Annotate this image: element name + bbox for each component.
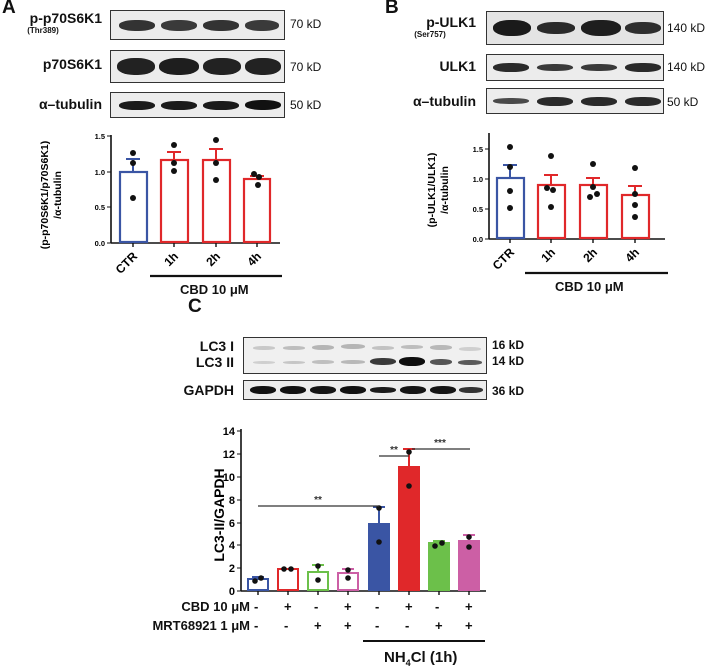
- svg-text:2h: 2h: [580, 245, 600, 265]
- svg-text:0.0: 0.0: [95, 239, 105, 248]
- svg-text:(p-ULK1/ULK1): (p-ULK1/ULK1): [426, 153, 438, 228]
- kd-label: 50 kD: [290, 98, 322, 112]
- chart-c: LC3-II/GAPDH 14 12 10 8 6 4 2 0: [211, 426, 486, 598]
- svg-text:14: 14: [223, 426, 236, 438]
- blot-p-p70s6k1: [110, 10, 285, 40]
- kd-label: 50 kD: [667, 95, 699, 109]
- chart-a-group-caption: CBD 10 μM: [180, 282, 249, 297]
- svg-text:1.0: 1.0: [473, 175, 483, 184]
- blot-alpha-tubulin: [110, 92, 285, 118]
- condition-label-mrt: MRT68921 1 μM: [152, 618, 250, 633]
- chart-a-yticks: 1.5 1.0 0.5 0.0: [95, 132, 111, 248]
- svg-text:1h: 1h: [538, 245, 558, 265]
- blot-alpha-tubulin-b: [486, 88, 664, 114]
- svg-text:2h: 2h: [203, 249, 223, 269]
- blot-label-ulk1: ULK1: [439, 58, 476, 74]
- significance-labels: ** ** ***: [314, 438, 446, 506]
- svg-text:CTR: CTR: [490, 245, 518, 273]
- blot-label-p-ulk1: p-ULK1 (Ser757): [398, 14, 476, 39]
- panel-b-letter: B: [385, 0, 399, 18]
- bar-nh4cl: [368, 523, 390, 591]
- chart-b-xticklabels: CTR 1h 2h 4h: [490, 245, 642, 273]
- svg-text:10: 10: [223, 472, 235, 484]
- svg-text:0.5: 0.5: [95, 203, 105, 212]
- svg-text:0.5: 0.5: [473, 205, 483, 214]
- svg-text:***: ***: [434, 438, 446, 449]
- svg-text:1.5: 1.5: [95, 132, 105, 141]
- chart-b-yticks: 1.5 1.0 0.5 0.0: [473, 145, 489, 244]
- kd-label: 140 kD: [667, 60, 706, 74]
- blot-label-text: p-p70S6K1: [29, 10, 102, 26]
- blot-label-p-p70s6k1: p-p70S6K1 (Thr389): [4, 10, 102, 35]
- chart-b-ylabel: (p-ULK1/ULK1) /α-tubulin: [426, 153, 451, 228]
- bar-ctr: [118, 170, 149, 244]
- blot-ulk1: [486, 54, 664, 81]
- svg-text:**: **: [390, 445, 398, 456]
- blot-lc3: [243, 337, 487, 374]
- condition-label-cbd: CBD 10 μM: [181, 599, 250, 614]
- panel-a-letter: A: [2, 0, 16, 18]
- bar-1h: [536, 183, 567, 240]
- blot-p70s6k1: [110, 50, 285, 83]
- kd-label: 14 kD: [492, 354, 525, 368]
- chart-a-ylabel: (p-p70S6K1/p70S6K1) /α-tubulin: [39, 141, 64, 250]
- blot-label-lc3-ii: LC3 II: [195, 354, 234, 370]
- svg-text:/α-tubulin: /α-tubulin: [439, 166, 451, 214]
- chart-c-ylabel: LC3-II/GAPDH: [211, 468, 227, 561]
- chart-a-xticklabels: CTR 1h 2h 4h: [113, 249, 264, 277]
- bar-2h: [201, 158, 232, 244]
- svg-text:**: **: [314, 495, 322, 506]
- svg-text:/α-tubulin: /α-tubulin: [52, 171, 64, 219]
- blot-label-gapdh: GAPDH: [183, 382, 234, 398]
- bar-nh4cl-cbd: [398, 466, 420, 591]
- svg-text:1.5: 1.5: [473, 145, 483, 154]
- nh4cl-group-line: [363, 640, 485, 642]
- kd-label: 140 kD: [667, 21, 706, 35]
- bar-ctr: [247, 578, 269, 591]
- kd-label: 36 kD: [492, 384, 525, 398]
- svg-text:12: 12: [223, 449, 235, 461]
- chart-b: (p-ULK1/ULK1) /α-tubulin 1.5 1.0 0.5 0.0…: [426, 133, 668, 275]
- svg-text:6: 6: [229, 518, 235, 530]
- nh4cl-group-caption: NH4Cl (1h): [384, 649, 458, 668]
- bar-nh4cl-cbd-mrt: [458, 540, 480, 591]
- svg-text:4: 4: [229, 540, 236, 552]
- bar-cbd: [277, 568, 299, 591]
- bar-4h: [242, 177, 272, 244]
- svg-text:(p-p70S6K1/p70S6K1): (p-p70S6K1/p70S6K1): [39, 141, 51, 250]
- blot-label-p70s6k1: p70S6K1: [42, 56, 102, 72]
- chart-b-group-caption: CBD 10 μM: [555, 279, 624, 294]
- svg-text:8: 8: [229, 495, 235, 507]
- svg-text:0.0: 0.0: [473, 235, 483, 244]
- svg-text:1h: 1h: [161, 249, 181, 269]
- chart-a: (p-p70S6K1/p70S6K1) /α-tubulin 1.5 1.0 0…: [39, 132, 282, 278]
- kd-label: 70 kD: [290, 17, 322, 31]
- blot-label-text: p-ULK1: [426, 14, 476, 30]
- kd-label: 70 kD: [290, 60, 322, 74]
- blot-sublabel: (Ser757): [414, 30, 446, 39]
- svg-text:2: 2: [229, 563, 235, 575]
- bar-nh4cl-mrt: [428, 542, 450, 591]
- svg-text:4h: 4h: [244, 249, 264, 269]
- blot-label-alpha-tubulin-b: α–tubulin: [412, 93, 476, 109]
- kd-label: 16 kD: [492, 338, 525, 352]
- blot-label-lc3-i: LC3 I: [199, 338, 234, 354]
- svg-text:0: 0: [229, 586, 235, 598]
- svg-text:4h: 4h: [622, 245, 642, 265]
- blot-gapdh: [243, 380, 487, 400]
- chart-c-yticks: 14 12 10 8 6 4 2 0: [223, 426, 241, 598]
- panel-c-letter: C: [188, 296, 202, 317]
- blot-sublabel: (Thr389): [27, 26, 59, 35]
- svg-text:CTR: CTR: [113, 249, 141, 277]
- svg-text:1.0: 1.0: [95, 168, 105, 177]
- bar-2h: [578, 183, 609, 240]
- significance-bars: [258, 448, 470, 507]
- blot-label-alpha-tubulin: α–tubulin: [38, 96, 102, 112]
- blot-p-ulk1: [486, 11, 664, 45]
